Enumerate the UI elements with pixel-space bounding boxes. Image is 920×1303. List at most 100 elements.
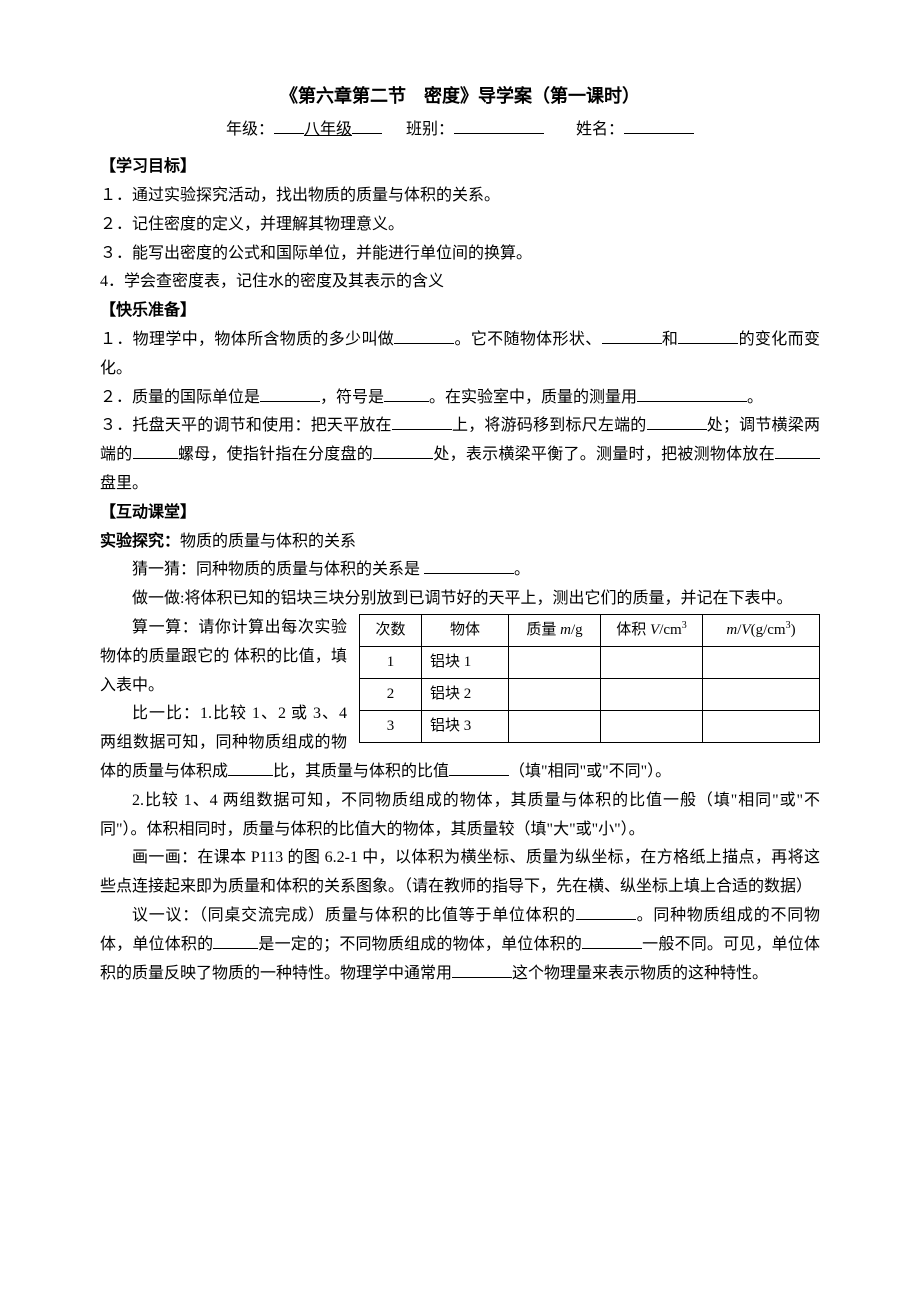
table-row: 2 铝块 2 (360, 678, 820, 710)
text: /g (571, 622, 583, 638)
fill-blank[interactable] (373, 458, 433, 459)
fill-blank[interactable] (582, 948, 642, 949)
grade-value: 八年级 (304, 121, 352, 138)
fill-blank[interactable] (392, 429, 452, 430)
cell-num: 2 (360, 678, 422, 710)
text: 螺母，使指针指在分度盘的 (178, 446, 374, 463)
fill-blank[interactable] (452, 977, 512, 978)
var-m: m (726, 622, 737, 638)
fill-blank[interactable] (576, 919, 636, 920)
fill-blank[interactable] (637, 401, 747, 402)
fill-blank[interactable] (647, 429, 707, 430)
grade-label: 年级： (226, 121, 274, 138)
goals-header: 【学习目标】 (100, 153, 820, 182)
text: 质量 (526, 622, 560, 638)
text: 议一议：（同桌交流完成）质量与体积的比值等于单位体积的 (132, 907, 576, 924)
cell-obj: 铝块 3 (422, 710, 509, 742)
text: ２．质量的国际单位是 (100, 389, 260, 406)
cell-ratio[interactable] (703, 678, 820, 710)
class-blank[interactable] (454, 133, 544, 134)
text: （填"相同"或"不同"）。 (509, 763, 671, 780)
col-header: 物体 (422, 614, 509, 646)
goal-item: １．通过实验探究活动，找出物质的质量与体积的关系。 (100, 182, 820, 211)
data-table: 次数 物体 质量 m/g 体积 V/cm3 m/V(g/cm3) 1 铝块 1 … (359, 614, 820, 743)
grade-blank-left (274, 133, 304, 134)
experiment-title-row: 实验探究：物质的质量与体积的关系 (100, 528, 820, 557)
fill-blank[interactable] (602, 343, 662, 344)
draw-row: 画一画：在课本 P113 的图 6.2-1 中，以体积为横坐标、质量为纵坐标，在… (100, 844, 820, 902)
table-header-row: 次数 物体 质量 m/g 体积 V/cm3 m/V(g/cm3) (360, 614, 820, 646)
cell-mass[interactable] (509, 710, 601, 742)
exp-subject: 物质的质量与体积的关系 (180, 533, 356, 550)
compare2-row: 2.比较 1、4 两组数据可知，不同物质组成的物体，其质量与体积的比值一般（填"… (100, 787, 820, 845)
prep-header: 【快乐准备】 (100, 297, 820, 326)
class-label: 班别： (406, 121, 454, 138)
text: 处，表示横梁平衡了。测量时，把被测物体放在 (433, 446, 775, 463)
text: 比，其质量与体积的比值 (273, 763, 449, 780)
cell-vol[interactable] (601, 710, 703, 742)
cell-vol[interactable] (601, 678, 703, 710)
text: 是一定的；不同物质组成的物体，单位体积的 (258, 936, 582, 953)
col-header: 体积 V/cm3 (601, 614, 703, 646)
text: ，符号是 (320, 389, 384, 406)
fill-blank[interactable] (384, 401, 429, 402)
cell-ratio[interactable] (703, 646, 820, 678)
text: 盘里。 (100, 475, 148, 492)
guess-row: 猜一猜：同种物质的质量与体积的关系是 。 (100, 556, 820, 585)
subtitle-row: 年级： 八年级 班别： 姓名： (100, 116, 820, 145)
prep-q1: １．物理学中，物体所含物质的多少叫做。它不随物体形状、和的变化而变化。 (100, 326, 820, 384)
text: 。它不随物体形状、 (454, 331, 601, 348)
text: 上，将游码移到标尺左端的 (452, 417, 647, 434)
data-table-wrap: 次数 物体 质量 m/g 体积 V/cm3 m/V(g/cm3) 1 铝块 1 … (359, 614, 820, 743)
cell-num: 3 (360, 710, 422, 742)
text: (g/cm (751, 622, 786, 638)
document-title: 《第六章第二节 密度》导学案（第一课时） (100, 80, 820, 112)
fill-blank[interactable] (424, 573, 514, 574)
text: 和 (662, 331, 679, 348)
prep-q2: ２．质量的国际单位是，符号是。在实验室中，质量的测量用。 (100, 384, 820, 413)
fill-blank[interactable] (775, 458, 820, 459)
grade-blank-right (352, 133, 382, 134)
fill-blank[interactable] (213, 948, 258, 949)
cell-ratio[interactable] (703, 710, 820, 742)
text: 这个物理量来表示物质的这种特性。 (512, 965, 768, 982)
interact-header: 【互动课堂】 (100, 499, 820, 528)
text: １．物理学中，物体所含物质的多少叫做 (100, 331, 394, 348)
text: ) (791, 622, 796, 638)
fill-blank[interactable] (228, 775, 273, 776)
fill-blank[interactable] (260, 401, 320, 402)
name-label: 姓名： (576, 121, 624, 138)
table-row: 1 铝块 1 (360, 646, 820, 678)
discuss-row: 议一议：（同桌交流完成）质量与体积的比值等于单位体积的。同种物质组成的不同物体，… (100, 902, 820, 988)
col-header: m/V(g/cm3) (703, 614, 820, 646)
text: 猜一猜：同种物质的质量与体积的关系是 (132, 561, 424, 578)
cell-obj: 铝块 1 (422, 646, 509, 678)
exp-title-label: 实验探究： (100, 533, 180, 550)
prep-q3: ３．托盘天平的调节和使用：把天平放在上，将游码移到标尺左端的处；调节横梁两端的螺… (100, 412, 820, 498)
col-header: 质量 m/g (509, 614, 601, 646)
col-header: 次数 (360, 614, 422, 646)
text: 体积 (616, 622, 650, 638)
cell-mass[interactable] (509, 678, 601, 710)
do-row: 做一做:将体积已知的铝块三块分别放到已调节好的天平上，测出它们的质量，并记在下表… (100, 585, 820, 614)
var-m: m (560, 622, 571, 638)
text: ３．托盘天平的调节和使用：把天平放在 (100, 417, 392, 434)
text: 。 (747, 389, 763, 406)
cell-vol[interactable] (601, 646, 703, 678)
calc-compare-block: 次数 物体 质量 m/g 体积 V/cm3 m/V(g/cm3) 1 铝块 1 … (100, 614, 820, 787)
fill-blank[interactable] (394, 343, 454, 344)
text: 。 (514, 561, 530, 578)
cell-obj: 铝块 2 (422, 678, 509, 710)
fill-blank[interactable] (133, 458, 178, 459)
fill-blank[interactable] (449, 775, 509, 776)
cell-mass[interactable] (509, 646, 601, 678)
goal-item: 4．学会查密度表，记住水的密度及其表示的含义 (100, 268, 820, 297)
superscript: 3 (682, 620, 687, 631)
var-v: V (741, 622, 750, 638)
name-blank[interactable] (624, 133, 694, 134)
cell-num: 1 (360, 646, 422, 678)
table-row: 3 铝块 3 (360, 710, 820, 742)
fill-blank[interactable] (678, 343, 738, 344)
text: /cm (659, 622, 682, 638)
goal-item: ２．记住密度的定义，并理解其物理意义。 (100, 211, 820, 240)
